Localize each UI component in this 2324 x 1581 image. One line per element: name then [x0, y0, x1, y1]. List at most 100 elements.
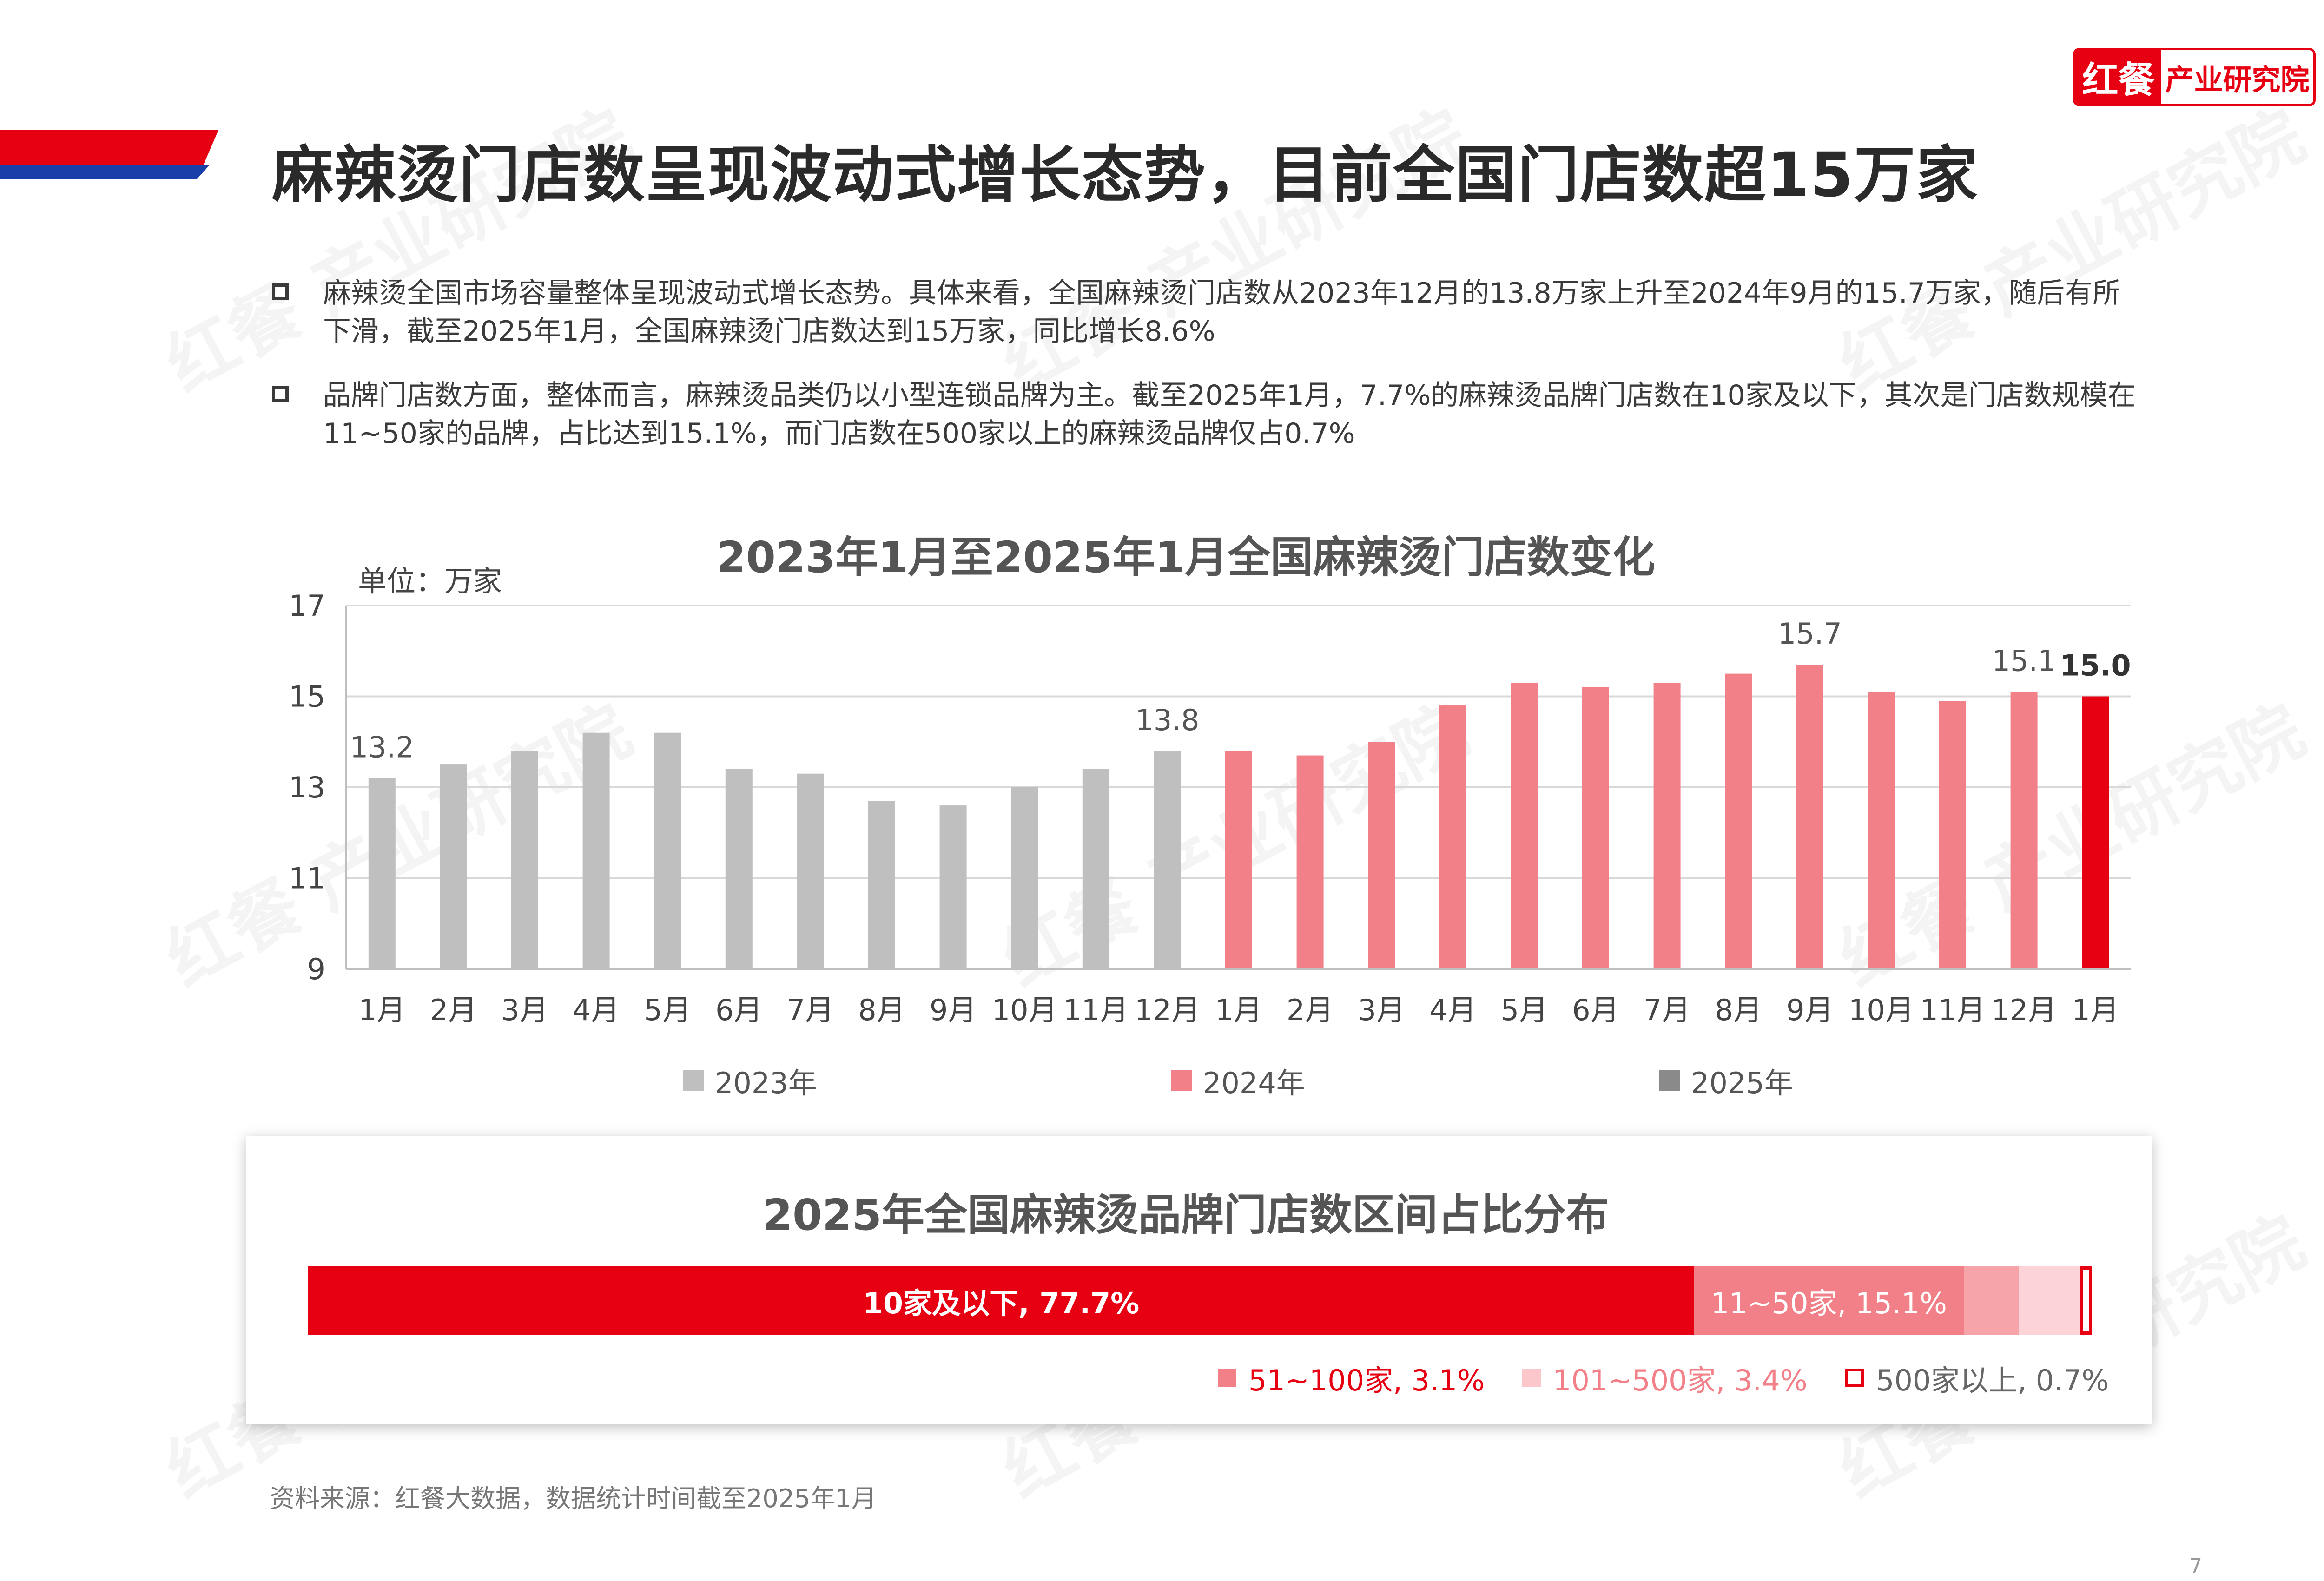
bullet-item: 麻辣烫全国市场容量整体呈现波动式增长态势。具体来看，全国麻辣烫门店数从2023年…	[272, 274, 2140, 350]
bar	[1511, 683, 1538, 969]
distribution-legend-item: 500家以上, 0.7%	[1845, 1357, 2109, 1399]
x-tick-label: 5月	[1501, 993, 1548, 1027]
bar	[1368, 742, 1395, 969]
x-tick-label: 1月	[358, 993, 405, 1027]
distribution-segment	[2019, 1266, 2080, 1335]
bullet-item: 品牌门店数方面，整体而言，麻辣烫品类仍以小型连锁品牌为主。截至2025年1月，7…	[272, 376, 2140, 453]
legend-swatch	[1171, 1070, 1192, 1091]
logo-text: 产业研究院	[2165, 63, 2310, 97]
bar	[1868, 692, 1895, 969]
legend-label: 500家以上, 0.7%	[1876, 1364, 2109, 1397]
y-tick-label: 15	[289, 680, 325, 714]
legend-label: 2025年	[1691, 1066, 1793, 1100]
bar	[1796, 665, 1823, 969]
bullet-text: 麻辣烫全国市场容量整体呈现波动式增长态势。具体来看，全国麻辣烫门店数从2023年…	[323, 277, 2121, 348]
legend-label: 101~500家, 3.4%	[1553, 1364, 1808, 1397]
legend-item: 2024年	[1171, 1060, 1305, 1101]
legend-label: 2024年	[1203, 1066, 1305, 1100]
bar	[1939, 701, 1966, 969]
x-tick-label: 2月	[1287, 993, 1334, 1027]
x-tick-label: 6月	[1572, 993, 1619, 1027]
distribution-legend-item: 51~100家, 3.1%	[1218, 1357, 1485, 1399]
x-tick-label: 11月	[1920, 993, 1986, 1027]
bar	[1582, 687, 1609, 969]
header-accent-bar	[0, 130, 218, 165]
distribution-segment: 11~50家, 15.1%	[1694, 1266, 1964, 1335]
x-tick-label: 8月	[858, 993, 905, 1027]
x-tick-label: 9月	[1786, 993, 1833, 1027]
bullet-text: 品牌门店数方面，整体而言，麻辣烫品类仍以小型连锁品牌为主。截至2025年1月，7…	[323, 379, 2136, 450]
x-tick-label: 6月	[715, 993, 762, 1027]
bar	[368, 778, 396, 969]
bar	[654, 732, 681, 969]
bar	[440, 764, 467, 969]
bar	[868, 801, 895, 969]
source-note: 资料来源：红餐大数据，数据统计时间截至2025年1月	[270, 1484, 877, 1513]
x-tick-label: 7月	[1644, 993, 1690, 1027]
chart-title: 2023年1月至2025年1月全国麻辣烫门店数变化	[716, 533, 1656, 582]
data-label: 15.0	[2060, 649, 2131, 683]
legend-label: 51~100家, 3.1%	[1248, 1364, 1485, 1397]
y-tick-label: 17	[289, 589, 325, 623]
page-number: 7	[2189, 1555, 2202, 1578]
legend-swatch	[1845, 1369, 1864, 1387]
x-tick-label: 7月	[787, 993, 834, 1027]
data-label: 13.2	[350, 730, 414, 764]
bar	[1296, 755, 1324, 969]
bar	[1082, 769, 1109, 969]
bar	[1154, 751, 1181, 969]
x-tick-label: 4月	[1429, 993, 1476, 1027]
x-tick-label: 10月	[1849, 993, 1914, 1027]
y-tick-label: 13	[289, 771, 325, 804]
data-label: 15.7	[1778, 617, 1842, 651]
bar	[725, 769, 753, 969]
legend-label: 2023年	[715, 1066, 817, 1100]
x-tick-label: 3月	[1358, 993, 1405, 1027]
x-tick-label: 3月	[501, 993, 548, 1027]
bar	[2082, 696, 2109, 969]
bar	[1725, 673, 1752, 969]
bar	[1439, 705, 1466, 969]
header-accent-stripe	[0, 165, 209, 179]
distribution-title: 2025年全国麻辣烫品牌门店数区间占比分布	[762, 1190, 1609, 1240]
x-tick-label: 8月	[1715, 993, 1762, 1027]
legend-swatch	[1522, 1369, 1541, 1387]
x-tick-label: 1月	[2072, 993, 2119, 1027]
y-tick-label: 9	[307, 952, 325, 986]
x-tick-label: 9月	[930, 993, 977, 1027]
distribution-legend-item: 101~500家, 3.4%	[1522, 1357, 1808, 1399]
distribution-segment	[1963, 1266, 2019, 1335]
legend-swatch	[683, 1070, 704, 1091]
logo-mark: 红餐	[2075, 50, 2161, 104]
data-label: 13.8	[1135, 703, 1199, 737]
x-tick-label: 10月	[992, 993, 1057, 1027]
segment-label: 11~50家, 15.1%	[1710, 1286, 1947, 1320]
bar	[1011, 787, 1038, 969]
distribution-segment	[2080, 1266, 2092, 1335]
page-title: 麻辣烫门店数呈现波动式增长态势，目前全国门店数超15万家	[272, 139, 1979, 211]
bullet-square-icon	[272, 283, 289, 300]
x-tick-label: 1月	[1215, 993, 1262, 1027]
x-tick-label: 12月	[1991, 993, 2057, 1027]
segment-label: 10家及以下, 77.7%	[863, 1286, 1140, 1320]
bar	[1653, 683, 1681, 969]
bar	[2010, 692, 2038, 969]
data-label: 15.1	[1992, 644, 2056, 678]
distribution-segment: 10家及以下, 77.7%	[308, 1266, 1695, 1335]
legend-swatch	[1659, 1070, 1680, 1091]
bar	[939, 805, 967, 969]
x-tick-label: 5月	[644, 993, 691, 1027]
y-tick-label: 11	[289, 862, 325, 896]
bar	[1225, 751, 1252, 969]
bar	[582, 732, 610, 969]
y-axis-unit: 单位：万家	[358, 564, 502, 598]
x-tick-label: 11月	[1063, 993, 1129, 1027]
legend-item: 2023年	[683, 1060, 817, 1101]
bar	[797, 773, 824, 969]
x-tick-label: 2月	[430, 993, 477, 1027]
brand-logo: 红餐 产业研究院	[2073, 48, 2316, 106]
legend-swatch	[1218, 1369, 1236, 1387]
x-tick-label: 12月	[1135, 993, 1200, 1027]
legend-item: 2025年	[1659, 1060, 1793, 1101]
